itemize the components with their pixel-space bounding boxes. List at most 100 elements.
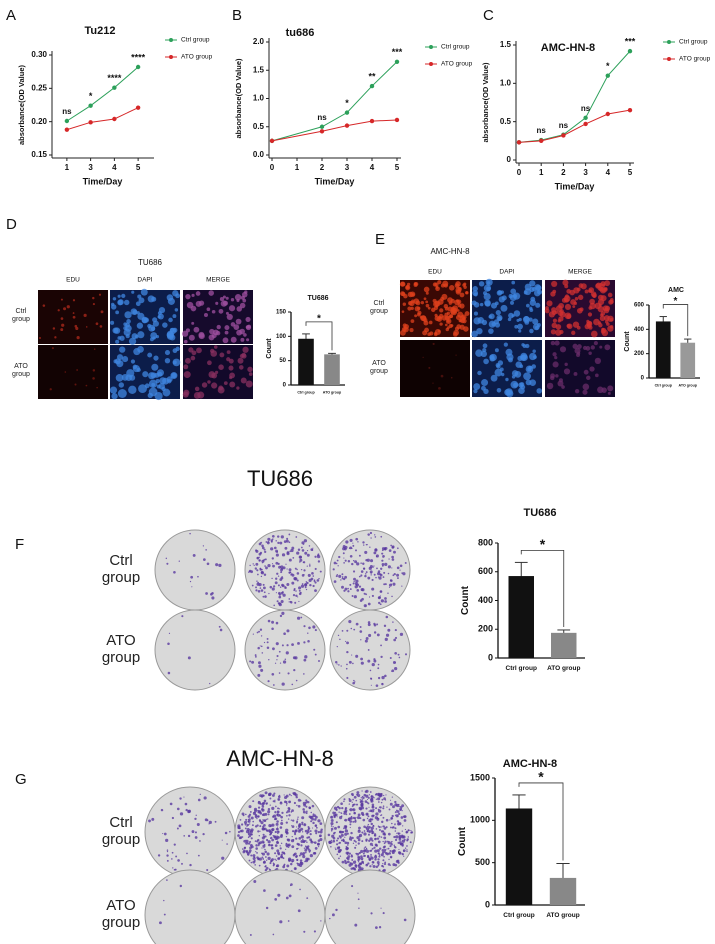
colony: [249, 564, 251, 567]
colony: [277, 893, 281, 897]
colony: [296, 616, 301, 620]
cell: [477, 370, 482, 376]
colony: [402, 572, 406, 576]
colony: [357, 898, 360, 901]
colony: [194, 831, 197, 834]
colony: [302, 855, 306, 859]
plate: [329, 529, 411, 611]
cell: [531, 286, 537, 292]
significance-label: ****: [131, 52, 146, 62]
colony: [367, 855, 370, 858]
cell: [114, 358, 121, 365]
colony: [363, 825, 366, 829]
colony: [346, 832, 349, 835]
series-line: [66, 66, 139, 122]
y-tick-label: 2.0: [253, 37, 265, 46]
colony: [355, 622, 359, 626]
colony: [299, 799, 302, 802]
cell: [183, 339, 188, 344]
colony: [357, 892, 359, 894]
colony: [303, 823, 306, 825]
colony: [391, 840, 393, 843]
colony: [271, 563, 274, 565]
legend-marker: [667, 57, 671, 61]
colony: [280, 600, 284, 604]
colony: [303, 574, 305, 576]
colony: [353, 812, 356, 814]
colony: [351, 805, 354, 808]
colony: [171, 851, 174, 854]
colony: [389, 826, 392, 829]
cell: [128, 385, 137, 395]
panel-label: G: [15, 771, 27, 788]
cell: [449, 285, 455, 291]
colony: [371, 663, 375, 667]
cell: [437, 280, 442, 285]
colony: [262, 833, 265, 836]
colony: [372, 864, 376, 868]
x-tick-label: 4: [606, 168, 611, 177]
colony: [391, 546, 395, 549]
cell: [535, 285, 542, 291]
colony: [208, 820, 212, 824]
cell: [428, 320, 433, 325]
significance-label: ****: [107, 73, 122, 83]
panel-label: B: [232, 7, 242, 24]
colony: [262, 841, 265, 844]
colony: [303, 641, 306, 644]
colony: [391, 567, 393, 569]
colony: [270, 859, 273, 862]
colony: [271, 627, 274, 630]
plate: [154, 529, 236, 611]
cell: [478, 281, 485, 287]
colony: [287, 846, 290, 849]
colony: [376, 623, 379, 626]
colony: [255, 589, 258, 592]
colony: [257, 830, 260, 833]
cell: [508, 312, 514, 319]
colony: [283, 540, 287, 544]
colony: [392, 582, 396, 586]
cell: [125, 322, 131, 328]
colony: [368, 633, 372, 637]
colony: [296, 804, 298, 807]
colony: [261, 562, 263, 564]
cell: [544, 308, 550, 314]
cell: [76, 369, 79, 371]
cell: [234, 294, 242, 301]
colony: [314, 818, 317, 821]
colony: [267, 856, 271, 861]
colony: [373, 797, 375, 799]
colony: [313, 930, 316, 933]
x-tick-label: Ctrl group: [506, 665, 537, 672]
colony: [189, 532, 191, 535]
colony: [259, 794, 263, 798]
colony: [352, 808, 355, 810]
colony: [256, 569, 259, 572]
colony: [394, 814, 397, 817]
colony: [255, 549, 259, 553]
cell: [95, 322, 99, 326]
cell: [137, 312, 145, 320]
colony: [293, 831, 297, 834]
colony: [383, 583, 386, 586]
colony: [335, 575, 338, 578]
significance-label: ns: [537, 126, 547, 135]
colony: [280, 842, 283, 845]
cell: [229, 376, 233, 380]
cell: [598, 323, 603, 328]
cell: [159, 377, 167, 385]
colony: [302, 808, 305, 811]
colony: [299, 852, 303, 856]
colony: [295, 590, 297, 592]
x-tick-label: 2: [320, 163, 325, 172]
colony: [282, 865, 286, 869]
colony: [250, 828, 254, 832]
colony: [274, 858, 276, 861]
colony: [308, 849, 312, 853]
colony: [360, 562, 362, 564]
y-tick-label: 0: [488, 652, 493, 662]
colony: [353, 795, 357, 799]
cell: [597, 386, 604, 394]
colony: [360, 857, 364, 861]
